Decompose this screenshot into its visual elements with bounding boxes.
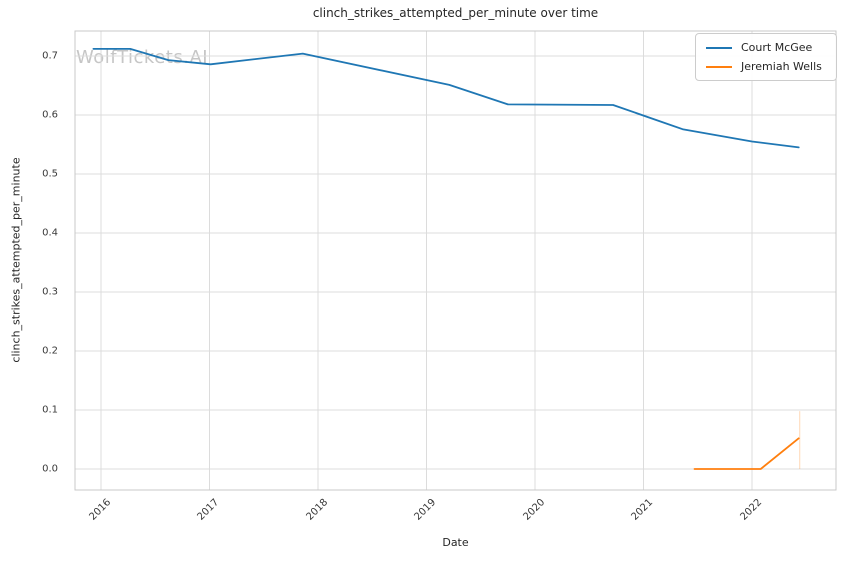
y-tick-label: 0.2	[42, 345, 58, 357]
legend-entry-court-mcgee: Court McGee	[706, 41, 826, 54]
chart-title: clinch_strikes_attempted_per_minute over…	[312, 6, 599, 20]
x-tick-label: 2021	[629, 497, 656, 523]
y-tick-label: 0.4	[42, 227, 58, 239]
x-tick-label: 2016	[87, 497, 113, 523]
watermark: WolfTickets.AI	[76, 47, 209, 68]
x-tick-label: 2017	[195, 497, 222, 523]
legend-label-jeremiah-wells: Jeremiah Wells	[741, 60, 822, 73]
legend-entry-jeremiah-wells: Jeremiah Wells	[706, 60, 826, 73]
x-tick-label: 2019	[412, 497, 439, 523]
legend: Court McGee Jeremiah Wells	[695, 33, 837, 81]
y-tick-label: 0.5	[42, 168, 58, 180]
series-line-court-mcgee	[92, 48, 800, 149]
y-tick-label: 0.6	[42, 109, 58, 121]
plot-border	[74, 30, 837, 491]
legend-swatch-court-mcgee	[706, 46, 732, 49]
x-tick-label: 2018	[304, 497, 330, 523]
y-tick-label: 0.7	[42, 50, 58, 62]
series-line-jeremiah-wells	[693, 437, 800, 470]
x-axis-label: Date	[442, 536, 469, 549]
y-tick-label: 0.1	[42, 404, 58, 416]
legend-label-court-mcgee: Court McGee	[741, 41, 813, 54]
y-tick-label: 0.3	[42, 286, 58, 298]
legend-swatch-jeremiah-wells	[706, 65, 732, 68]
y-tick-label: 0.0	[42, 463, 58, 475]
x-tick-label: 2020	[521, 497, 547, 523]
x-tick-label: 2022	[738, 497, 764, 523]
